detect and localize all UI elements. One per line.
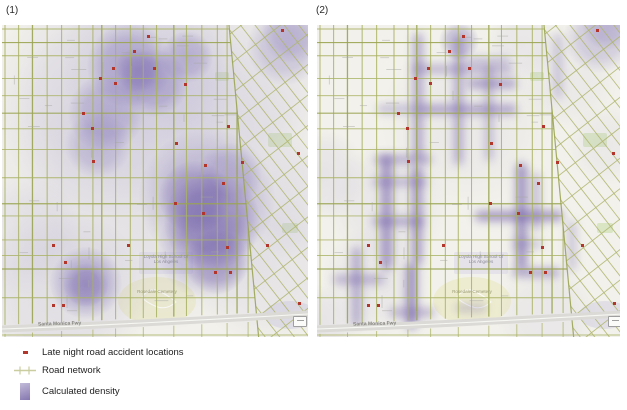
accident-dot (490, 142, 493, 145)
accident-dot (556, 161, 559, 164)
road-grid (317, 25, 620, 337)
accident-dot (379, 261, 382, 264)
accident-dot (429, 82, 432, 85)
accident-dot (414, 77, 417, 80)
accident-marker-swatch (22, 350, 28, 354)
legend: Late night road accident locations Road … (8, 345, 184, 400)
accident-dot (367, 244, 370, 247)
accident-dot (397, 112, 400, 115)
map-labels-layer: Santa Monica Fwy Loyola High School Of Lo… (317, 25, 620, 337)
accident-dot (82, 112, 85, 115)
road-grid (2, 25, 308, 337)
accident-dot (91, 127, 94, 130)
basemap-logo-icon (608, 316, 620, 327)
accident-dot (99, 77, 102, 80)
accident-dot (204, 164, 207, 167)
map-panel-network-density: Santa Monica Fwy Loyola High School Of Lo… (317, 25, 620, 337)
accident-dot (377, 304, 380, 307)
accident-dot (537, 182, 540, 185)
accident-dot (427, 67, 430, 70)
accident-dot (114, 82, 117, 85)
legend-item-road-network: Road network (8, 365, 184, 376)
accident-dot (281, 29, 284, 32)
park-area (282, 223, 298, 233)
accident-dot (266, 244, 269, 247)
accident-dot (175, 142, 178, 145)
accident-dot (62, 304, 65, 307)
accident-dot (298, 302, 301, 305)
accident-dot (184, 83, 187, 86)
map-label-school: Loyola High School Of Los Angeles (458, 254, 504, 265)
accident-dot (241, 161, 244, 164)
panel-2-label: (2) (316, 5, 329, 16)
accident-dot (462, 35, 465, 38)
accident-dot (227, 125, 230, 128)
map-label-cemetery: Rosedale Cemetery (137, 289, 177, 294)
legend-symbol-cell (8, 350, 42, 354)
accident-dot (544, 271, 547, 274)
park-area (597, 223, 613, 233)
map-panel-kernel-density: Santa Monica Fwy Loyola High School Of Lo… (2, 25, 308, 337)
accident-dot (442, 244, 445, 247)
accident-dot (174, 202, 177, 205)
accident-dot (229, 271, 232, 274)
accident-dot (448, 50, 451, 53)
accident-dot (542, 125, 545, 128)
accident-dot (541, 246, 544, 249)
map-labels-layer: Santa Monica Fwy Loyola High School Of Lo… (2, 25, 308, 337)
accident-dot (297, 152, 300, 155)
panel-1-label: (1) (6, 5, 19, 16)
accident-dot (489, 202, 492, 205)
accident-dot (147, 35, 150, 38)
accident-dot (407, 160, 410, 163)
road-network-swatch (14, 366, 36, 375)
accident-dot (226, 246, 229, 249)
accident-dot (133, 50, 136, 53)
accident-dot (52, 304, 55, 307)
legend-symbol-cell (8, 382, 42, 400)
accident-dot (499, 83, 502, 86)
cemetery-paths (141, 289, 177, 309)
accident-dot (519, 164, 522, 167)
legend-item-label: Late night road accident locations (42, 346, 184, 358)
accident-dot (52, 244, 55, 247)
accident-dot (613, 302, 616, 305)
accident-dot (596, 29, 599, 32)
map-label-school: Loyola High School Of Los Angeles (143, 254, 189, 265)
accident-dot (202, 212, 205, 215)
accident-dot (127, 244, 130, 247)
accident-dot (529, 271, 532, 274)
cemetery-paths (456, 289, 492, 309)
accident-dot (367, 304, 370, 307)
legend-symbol-cell (8, 366, 42, 375)
accident-dot (214, 271, 217, 274)
legend-item-accidents: Late night road accident locations (8, 345, 184, 359)
accident-dot (92, 160, 95, 163)
accident-dot (406, 127, 409, 130)
legend-item-label: Calculated density (42, 385, 120, 397)
map-label-cemetery: Rosedale Cemetery (452, 289, 492, 294)
basemap-logo-icon (293, 316, 307, 327)
legend-item-density: Calculated density (8, 382, 184, 400)
accident-dot (153, 67, 156, 70)
accident-dot (581, 244, 584, 247)
accident-dot (64, 261, 67, 264)
accident-dot (612, 152, 615, 155)
accident-dot (222, 182, 225, 185)
street-name-micro-labels (13, 35, 239, 321)
density-gradient-swatch (20, 382, 30, 400)
legend-item-label: Road network (42, 365, 101, 376)
accident-dot (112, 67, 115, 70)
accident-locations-layer (317, 25, 620, 337)
street-name-micro-labels (328, 35, 554, 321)
accident-dot (517, 212, 520, 215)
accident-dot (468, 67, 471, 70)
accident-locations-layer (2, 25, 308, 337)
